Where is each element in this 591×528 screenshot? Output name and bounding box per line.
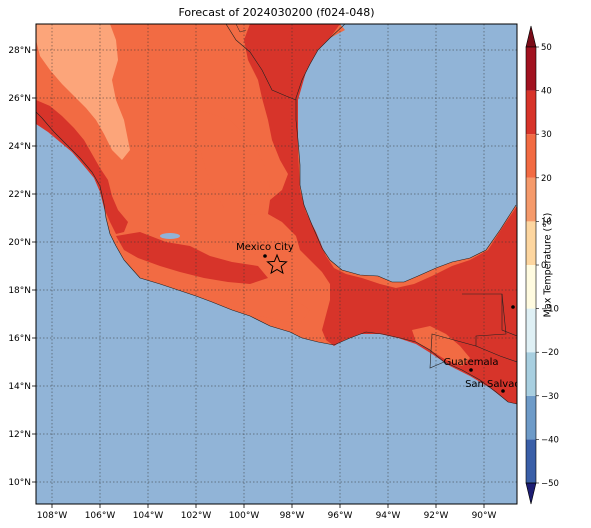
colorbar-block (526, 352, 536, 396)
colorbar-block (526, 265, 536, 309)
colorbar-block (526, 90, 536, 135)
colorbar-extend-top (525, 25, 537, 48)
el-salvador-border (475, 345, 517, 363)
warm-region-highlands (196, 282, 310, 324)
lon-label: 96°W (328, 511, 353, 521)
lat-label: 18°N (8, 286, 31, 296)
colorbar-blocks (526, 47, 536, 483)
colorbar-ticks: 50 40 30 20 10 0 −10 −20 −30 −40 −50 (536, 43, 559, 489)
lon-label: 106°W (85, 511, 116, 521)
gulf-coastline (295, 24, 517, 283)
colorbar-label: Max Temperature (°C) (542, 212, 554, 318)
colorbar-tick-label: −10 (541, 305, 559, 315)
lon-label: 102°W (181, 511, 212, 521)
figure-title: Forecast of 2024030200 (f024-048) (178, 6, 375, 19)
state-border (235, 24, 247, 33)
belize-border (501, 294, 517, 337)
colorbar: 50 40 30 20 10 0 −10 −20 −30 −40 −50 (525, 25, 559, 505)
axis-ticks (32, 49, 485, 508)
lat-label: 16°N (8, 334, 31, 344)
lon-label: 94°W (376, 511, 401, 521)
colorbar-tick-label: −50 (541, 479, 559, 489)
warm-region-guatemala (412, 326, 470, 366)
coastline (36, 111, 517, 405)
map-area: Mexico City Guatemala San Salvador (36, 24, 532, 504)
lon-label: 92°W (424, 511, 449, 521)
colorbar-tick-label: 30 (541, 130, 552, 140)
city-label-san-salvador: San Salvador (465, 379, 532, 390)
warm-region-sierra (36, 24, 130, 160)
lat-label: 10°N (8, 478, 31, 488)
colorbar-extend-bottom (525, 482, 537, 505)
colorbar-tick-label: 40 (541, 87, 552, 97)
star-marker-icon (266, 253, 288, 275)
colorbar-tick-label: 50 (541, 43, 552, 53)
hot-region-east (244, 24, 517, 404)
colorbar-tick-label: 10 (541, 217, 552, 227)
lat-label: 22°N (8, 190, 31, 200)
hot-region-south (116, 232, 268, 284)
colorbar-block (526, 134, 536, 178)
city-label-guatemala: Guatemala (443, 357, 498, 368)
us-mexico-border (225, 24, 297, 101)
colorbar-block (526, 439, 536, 483)
map-frame (35, 23, 518, 505)
city-dot-guatemala (469, 368, 473, 372)
city-dot-belize (511, 305, 515, 309)
colorbar-tick-label: −40 (541, 435, 559, 445)
gridlines (36, 24, 517, 504)
lat-label: 24°N (8, 142, 31, 152)
lon-label: 100°W (229, 511, 260, 521)
city-label-mexico-city: Mexico City (236, 242, 294, 253)
lon-label: 98°W (280, 511, 305, 521)
colorbar-block (526, 177, 536, 222)
warm-region-central (200, 110, 270, 216)
lat-label: 14°N (8, 382, 31, 392)
city-dot-san-salvador (501, 389, 505, 393)
colorbar-tick-label: −30 (541, 392, 559, 402)
lon-label: 104°W (133, 511, 164, 521)
lat-label: 26°N (8, 94, 31, 104)
lat-label: 20°N (8, 238, 31, 248)
colorbar-block (526, 395, 536, 440)
colorbar-tick-label: 0 (541, 261, 546, 271)
lon-label: 90°W (472, 511, 497, 521)
colorbar-block (526, 308, 536, 353)
city-dot-mexico-city (263, 254, 267, 258)
hot-region-west-coast (36, 100, 128, 234)
colorbar-tick-label: −20 (541, 348, 559, 358)
colorbar-block (526, 47, 536, 91)
lat-label: 28°N (8, 46, 31, 56)
colorbar-block (526, 221, 536, 265)
lake (160, 233, 180, 239)
guatemala-border (429, 293, 507, 369)
lat-label: 12°N (8, 430, 31, 440)
lon-labels: 108°W 106°W 104°W 102°W 100°W 98°W 96°W … (37, 511, 497, 521)
lon-label: 108°W (37, 511, 68, 521)
lat-labels: 28°N 26°N 24°N 22°N 20°N 18°N 16°N 14°N … (8, 46, 31, 488)
colorbar-tick-label: 20 (541, 174, 552, 184)
